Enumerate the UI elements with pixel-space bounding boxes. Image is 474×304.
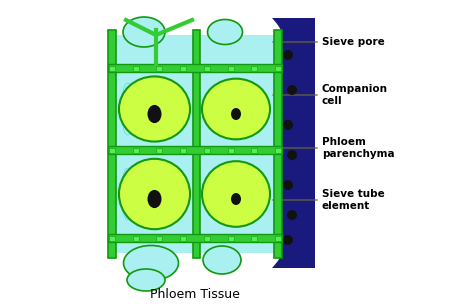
Ellipse shape	[203, 246, 241, 274]
Ellipse shape	[119, 76, 190, 142]
Circle shape	[283, 235, 293, 245]
Ellipse shape	[123, 83, 133, 105]
Ellipse shape	[202, 161, 270, 227]
Bar	[133, 236, 139, 241]
Bar	[251, 236, 257, 241]
Circle shape	[283, 180, 293, 190]
Bar	[251, 148, 257, 153]
Bar	[156, 236, 163, 241]
Bar	[275, 66, 281, 71]
Ellipse shape	[123, 168, 133, 190]
Text: Phloem
parenchyma: Phloem parenchyma	[322, 137, 395, 159]
Bar	[193, 30, 200, 258]
Bar	[109, 66, 115, 71]
Bar	[274, 30, 282, 258]
Text: Companion
cell: Companion cell	[322, 84, 388, 106]
Ellipse shape	[119, 159, 190, 229]
Bar	[109, 236, 115, 241]
Bar	[116, 35, 274, 253]
Bar	[133, 148, 139, 153]
Ellipse shape	[127, 269, 165, 291]
Bar	[204, 148, 210, 153]
Bar	[133, 66, 139, 71]
Ellipse shape	[124, 246, 179, 281]
Bar	[109, 148, 115, 153]
Ellipse shape	[123, 17, 165, 47]
Bar	[156, 148, 163, 153]
Ellipse shape	[147, 190, 162, 208]
Bar	[204, 66, 210, 71]
Bar	[204, 236, 210, 241]
Ellipse shape	[208, 19, 243, 44]
Ellipse shape	[231, 108, 241, 120]
Bar	[228, 236, 234, 241]
Polygon shape	[262, 18, 315, 268]
Bar	[228, 148, 234, 153]
Circle shape	[287, 85, 297, 95]
Ellipse shape	[123, 113, 133, 135]
Bar	[228, 66, 234, 71]
Bar	[108, 30, 116, 258]
Ellipse shape	[123, 198, 133, 220]
Bar	[108, 146, 282, 154]
Bar	[275, 236, 281, 241]
Bar	[180, 148, 186, 153]
Text: Sieve pore: Sieve pore	[322, 37, 385, 47]
Circle shape	[287, 210, 297, 220]
Ellipse shape	[202, 79, 270, 139]
Text: Sieve tube
element: Sieve tube element	[322, 189, 385, 211]
Bar	[180, 236, 186, 241]
Bar	[275, 148, 281, 153]
Bar	[251, 66, 257, 71]
Text: Phloem Tissue: Phloem Tissue	[150, 288, 240, 302]
Circle shape	[283, 120, 293, 130]
Bar	[108, 64, 282, 72]
Bar	[156, 66, 163, 71]
Ellipse shape	[147, 105, 162, 123]
Bar	[108, 234, 282, 242]
Ellipse shape	[231, 193, 241, 205]
Circle shape	[283, 50, 293, 60]
Bar	[180, 66, 186, 71]
Circle shape	[287, 150, 297, 160]
